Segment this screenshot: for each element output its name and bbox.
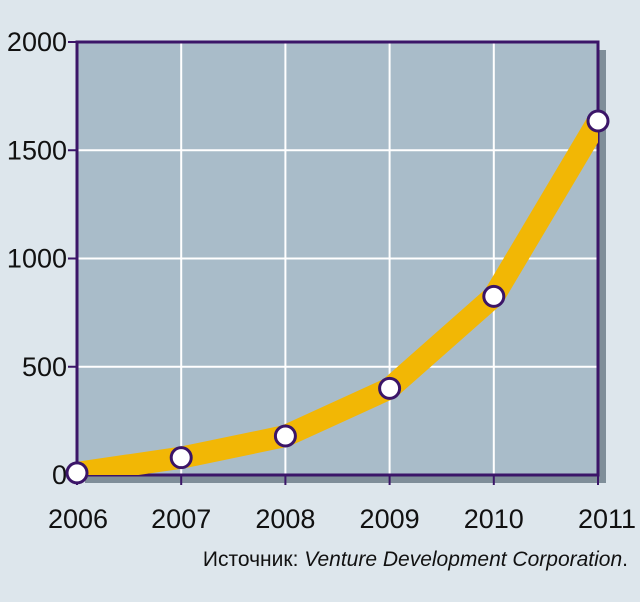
x-tick-label: 2010 [464, 504, 524, 534]
y-tick-label: 500 [22, 352, 67, 382]
source-name: Venture Development Corporation [304, 548, 623, 571]
x-tick-label: 2007 [151, 504, 211, 534]
data-point-marker [586, 109, 610, 133]
x-axis-ticks: 2006 2007 2008 2009 2010 2011 [48, 475, 636, 534]
series-line-layer [77, 110, 598, 475]
x-tick-label: 2009 [360, 504, 420, 534]
series-markers [65, 109, 610, 485]
y-tick-label: 1500 [7, 135, 67, 165]
y-tick-label: 0 [52, 460, 67, 490]
data-point-marker [482, 284, 506, 308]
series-line [77, 110, 598, 475]
y-axis-ticks: 0 500 1000 1500 2000 [7, 27, 77, 490]
x-tick-label: 2006 [48, 504, 108, 534]
data-point-marker [378, 376, 402, 400]
data-point-marker [65, 461, 89, 485]
data-point-marker [169, 446, 193, 470]
y-tick-label: 2000 [7, 27, 67, 57]
x-tick-label: 2011 [578, 504, 636, 534]
x-tick-label: 2008 [255, 504, 315, 534]
y-tick-label: 1000 [7, 244, 67, 274]
source-note: Источник: Venture Development Corporatio… [203, 548, 628, 572]
source-suffix: . [622, 548, 628, 571]
data-point-marker [273, 424, 297, 448]
grid-lines [77, 42, 598, 475]
source-prefix: Источник: [202, 548, 305, 571]
